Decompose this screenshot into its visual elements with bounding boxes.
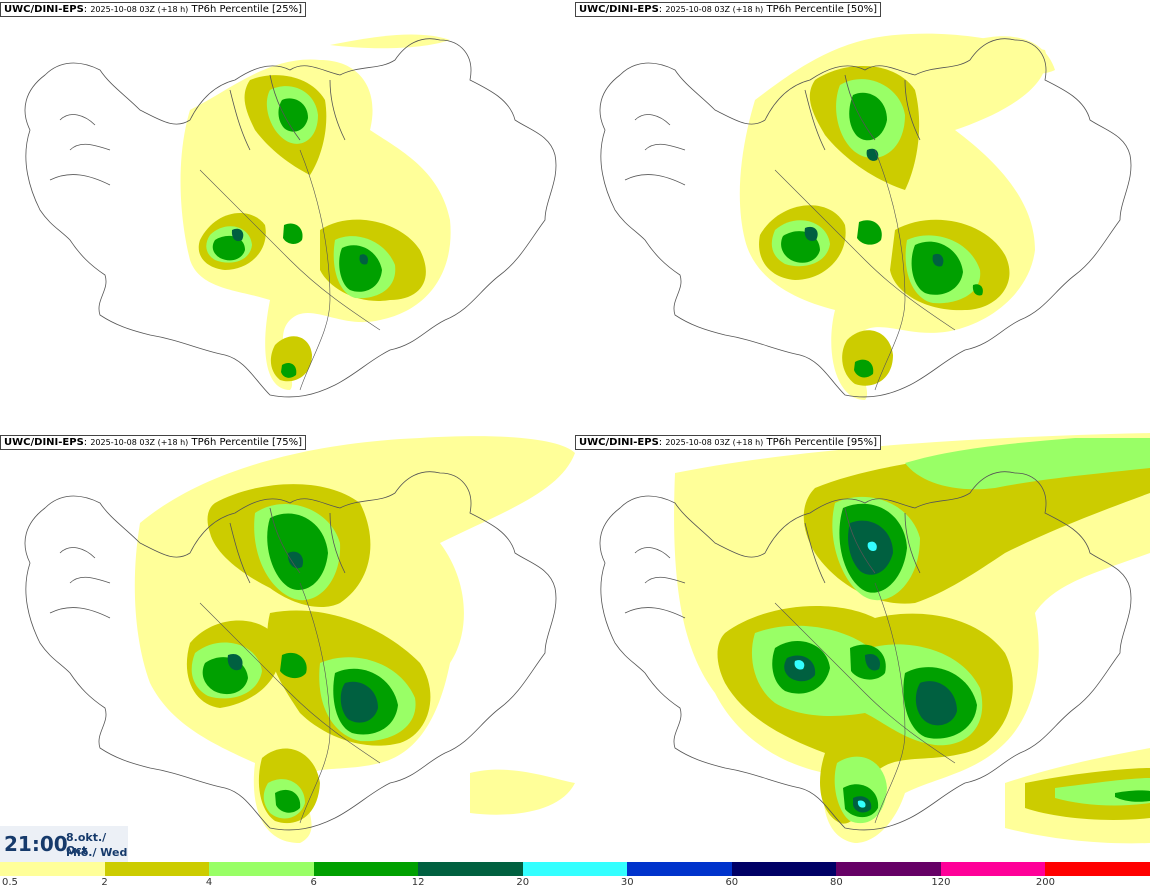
- legend-segment: [1045, 862, 1150, 876]
- legend-segment: [627, 862, 733, 876]
- valid-time: 21:00: [4, 832, 68, 856]
- panel-title: UWC/DINI-EPS: 2025-10-08 03Z (+18 h) TP6…: [575, 435, 882, 450]
- legend-segment: [731, 862, 837, 876]
- iceland-coastline: [24, 38, 557, 398]
- precip-map: [24, 34, 557, 398]
- legend-segment: [940, 862, 1046, 876]
- legend-segment: [522, 862, 628, 876]
- legend-tick: 0.5: [2, 877, 18, 888]
- iceland-coastline: [24, 471, 557, 831]
- legend-tick: 120: [931, 877, 951, 888]
- precip-map: [599, 433, 1150, 844]
- color-legend: 0.5 2 4 6 12 20 30 60 80 120 200: [0, 862, 1150, 891]
- legend-segment: [104, 862, 210, 876]
- iceland-coastline: [599, 38, 1132, 398]
- panel-label: TP6h Percentile [50%]: [766, 4, 878, 15]
- legend-segment: [836, 862, 942, 876]
- legend-tick: 20: [516, 877, 530, 888]
- legend-color-bar: [0, 862, 1150, 876]
- run-info: 2025-10-08 03Z (+18 h): [90, 438, 189, 447]
- panel-title: UWC/DINI-EPS: 2025-10-08 03Z (+18 h) TP6…: [575, 2, 882, 17]
- legend-tick: 2: [101, 877, 108, 888]
- legend-segment: [209, 862, 315, 876]
- precip-map: [24, 436, 575, 843]
- legend-tick: 200: [1035, 877, 1055, 888]
- run-info: 2025-10-08 03Z (+18 h): [665, 438, 764, 447]
- legend-segment: [0, 862, 106, 876]
- map-panel-p25: UWC/DINI-EPS: 2025-10-08 03Z (+18 h) TP6…: [0, 0, 575, 433]
- model-name: UWC/DINI-EPS: [4, 437, 84, 448]
- legend-tick: 12: [411, 877, 425, 888]
- valid-date: 8.okt./ Oct: [66, 831, 107, 857]
- legend-segment: [418, 862, 524, 876]
- run-info: 2025-10-08 03Z (+18 h): [665, 5, 764, 14]
- legend-segment: [313, 862, 419, 876]
- precip-field: [739, 33, 1055, 400]
- iceland-coastline: [599, 471, 1132, 831]
- panel-label: TP6h Percentile [95%]: [766, 437, 878, 448]
- legend-tick: 6: [310, 877, 317, 888]
- panel-label: TP6h Percentile [75%]: [191, 437, 303, 448]
- legend-tick: 60: [725, 877, 739, 888]
- panel-title: UWC/DINI-EPS: 2025-10-08 03Z (+18 h) TP6…: [0, 2, 307, 17]
- legend-tick: 4: [205, 877, 213, 888]
- precip-map: [599, 33, 1132, 400]
- legend-tick: 80: [829, 877, 843, 888]
- map-panel-p95: UWC/DINI-EPS: 2025-10-08 03Z (+18 h) TP6…: [575, 433, 1150, 866]
- precip-field: [674, 433, 1150, 844]
- map-panel-p75: UWC/DINI-EPS: 2025-10-08 03Z (+18 h) TP6…: [0, 433, 575, 866]
- map-panel-p50: UWC/DINI-EPS: 2025-10-08 03Z (+18 h) TP6…: [575, 0, 1150, 433]
- run-info: 2025-10-08 03Z (+18 h): [90, 5, 189, 14]
- model-name: UWC/DINI-EPS: [4, 4, 84, 15]
- panel-title: UWC/DINI-EPS: 2025-10-08 03Z (+18 h) TP6…: [0, 435, 307, 450]
- legend-tick: 30: [620, 877, 634, 888]
- panel-label: TP6h Percentile [25%]: [191, 4, 303, 15]
- model-name: UWC/DINI-EPS: [579, 4, 659, 15]
- model-name: UWC/DINI-EPS: [579, 437, 659, 448]
- precip-field: [180, 34, 451, 390]
- valid-time-box: 21:00 8.okt./ Oct Mið./ Wed: [0, 826, 128, 862]
- valid-weekday: Mið./ Wed: [66, 846, 128, 859]
